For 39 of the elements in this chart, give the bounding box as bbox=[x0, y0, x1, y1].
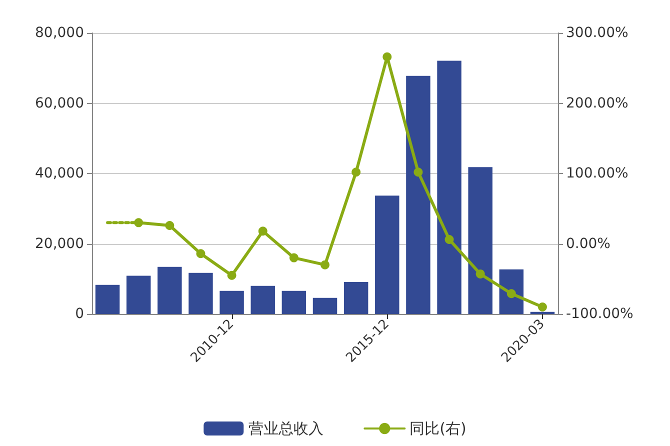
bar bbox=[406, 76, 430, 314]
point bbox=[414, 168, 423, 177]
legend-label: 同比(右) bbox=[410, 420, 466, 438]
point bbox=[320, 260, 330, 270]
point bbox=[352, 168, 361, 177]
bar bbox=[250, 286, 275, 314]
point bbox=[165, 220, 174, 230]
point bbox=[258, 226, 268, 236]
bar bbox=[312, 298, 338, 314]
y2-tick-label: 200.00% bbox=[566, 95, 628, 112]
point bbox=[227, 270, 236, 280]
point bbox=[289, 253, 298, 262]
y2-tick-label: 0.00% bbox=[566, 236, 610, 252]
point bbox=[382, 52, 392, 62]
y2-tick-label: 100.00% bbox=[566, 166, 628, 182]
bar bbox=[282, 290, 306, 314]
y-tick-label: 20,000 bbox=[35, 236, 84, 252]
y2-tick-label: -100.00% bbox=[566, 306, 634, 322]
bar bbox=[375, 196, 400, 314]
bar bbox=[188, 272, 213, 314]
bar bbox=[220, 290, 244, 314]
y-tick-label: 60,000 bbox=[35, 95, 84, 112]
point bbox=[476, 269, 485, 278]
bar bbox=[95, 284, 120, 314]
y2-tick-label: 300.00% bbox=[566, 25, 628, 41]
y-tick-label: 80,000 bbox=[35, 25, 84, 41]
point bbox=[134, 218, 144, 228]
bar bbox=[468, 167, 492, 314]
y-tick-label: 40,000 bbox=[35, 166, 84, 182]
point bbox=[506, 289, 516, 298]
y-tick-label: 0 bbox=[75, 306, 84, 322]
point bbox=[538, 302, 547, 312]
bar bbox=[344, 282, 368, 314]
point bbox=[196, 249, 206, 258]
bar bbox=[158, 266, 182, 314]
bar bbox=[126, 276, 151, 314]
bar bbox=[437, 60, 462, 314]
point bbox=[444, 235, 454, 244]
legend-label: 营业总收入 bbox=[248, 420, 324, 438]
